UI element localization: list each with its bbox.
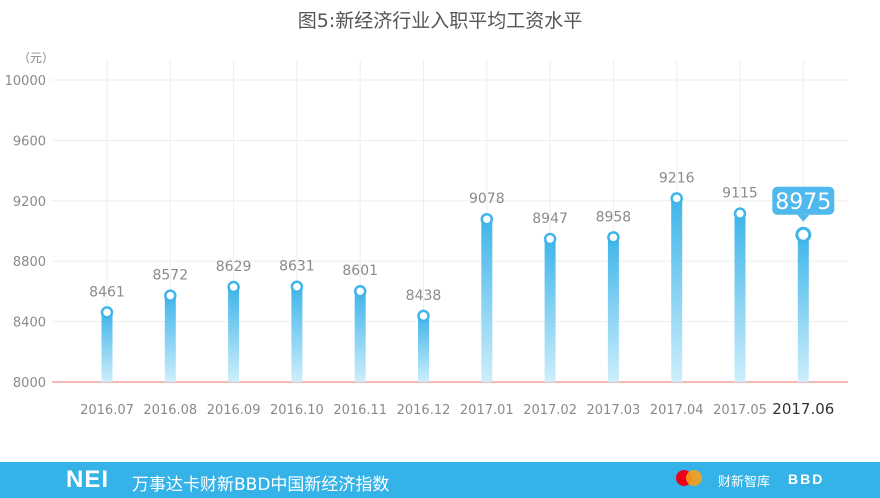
bar-marker: [164, 289, 177, 302]
data-label: 8601: [342, 263, 378, 279]
bar: [291, 286, 303, 382]
bar: [607, 237, 619, 382]
bar: [481, 219, 493, 382]
bar-chart: 8000 8400 8800 9200 9600 10000 （元） 8461 8572 862…: [5, 51, 848, 418]
x-tick-label: 2016.09: [207, 403, 261, 418]
data-label: 9115: [722, 186, 758, 202]
data-label: 8958: [596, 209, 632, 225]
x-tick-label: 2017.02: [523, 403, 577, 418]
data-label-highlight: 8975: [775, 190, 831, 215]
x-tick-label: 2016.07: [80, 403, 134, 418]
bar-marker: [290, 280, 304, 293]
data-label: 8947: [532, 211, 568, 227]
callout-pointer: [797, 214, 810, 222]
bar-marker: [417, 309, 430, 323]
bar: [418, 315, 429, 382]
y-tick-label: 9200: [13, 195, 46, 210]
footer-bar: NEI 万事达卡财新BBD中国新经济指数 财新智库 BBD: [0, 462, 880, 498]
bar: [101, 312, 113, 382]
bar-marker: [480, 212, 494, 226]
bar-marker: [227, 280, 240, 294]
bar-marker: [100, 306, 114, 319]
y-tick-label: 10000: [5, 74, 46, 89]
x-tick-label: 2016.08: [143, 403, 197, 418]
y-tick-label: 8400: [13, 316, 46, 331]
highlight-callout: [772, 186, 835, 215]
nei-logo: NEI: [66, 466, 110, 493]
bars: 8461 8572 8629 8631 8601 8438 9078 8947 8958 9216…: [89, 170, 835, 382]
y-unit-label: （元）: [18, 51, 54, 65]
data-label: 8438: [406, 288, 442, 304]
x-tick-label: 2016.12: [397, 403, 451, 418]
bar-marker: [670, 192, 683, 205]
chart-title: 图5:新经济行业入职平均工资水平: [297, 10, 583, 32]
bbd-logo: BBD: [788, 471, 825, 487]
data-label: 8629: [216, 259, 252, 275]
x-tick-label: 2017.04: [650, 403, 704, 418]
bar-marker: [543, 232, 557, 246]
y-tick-label: 8800: [13, 255, 46, 270]
x-tick-label: 2017.05: [713, 403, 767, 418]
x-tick-label: 2016.10: [270, 403, 324, 418]
x-axis: 2016.07 2016.08 2016.09 2016.10 2016.11 2016.…: [80, 400, 834, 418]
bar-marker: [607, 231, 620, 244]
x-tick-label: 2016.11: [333, 403, 387, 418]
x-tick-label: 2017.01: [460, 403, 514, 418]
caixin-think-tank-logo: 财新智库: [718, 475, 771, 490]
bar-marker: [353, 284, 367, 298]
data-label: 9078: [469, 191, 505, 207]
footer-text: 万事达卡财新BBD中国新经济指数: [132, 475, 390, 495]
y-tick-label: 9600: [13, 134, 46, 149]
bar-marker: [795, 226, 812, 243]
bar: [797, 234, 809, 382]
data-label: 8572: [152, 268, 188, 284]
data-label: 8631: [279, 259, 315, 275]
bar: [354, 291, 366, 382]
bar: [671, 198, 683, 382]
x-tick-label: 2017.03: [587, 403, 641, 418]
bar-marker: [733, 207, 747, 220]
x-tick-label: 2017.06: [772, 400, 834, 418]
bar: [544, 239, 556, 382]
mastercard-logo-icon: [676, 470, 702, 486]
bar: [734, 213, 746, 382]
data-label: 9216: [659, 170, 695, 186]
y-axis: 8000 8400 8800 9200 9600 10000 （元）: [5, 51, 54, 391]
data-label: 8461: [89, 284, 125, 300]
bar: [164, 295, 176, 382]
y-tick-label: 8000: [13, 376, 46, 391]
bar: [228, 287, 240, 382]
